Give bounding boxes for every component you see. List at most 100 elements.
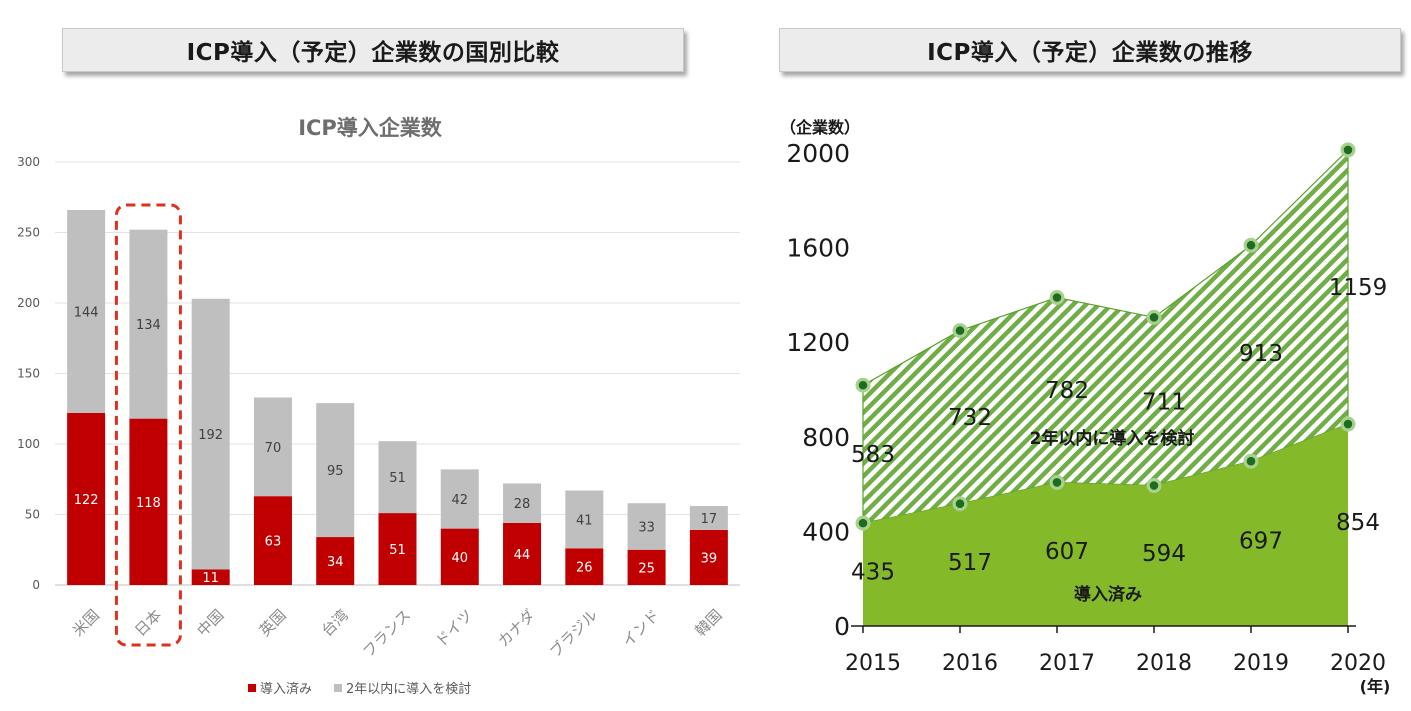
- right-chart-header: ICP導入（予定）企業数の推移: [779, 28, 1401, 72]
- y-tick-label: 1200: [786, 328, 850, 357]
- bar-value-label: 118: [136, 496, 161, 511]
- bar-value-label: 33: [638, 520, 655, 535]
- data-point-marker: [1052, 293, 1062, 302]
- y-tick-label: 150: [17, 367, 40, 381]
- legend-swatch: [334, 684, 343, 692]
- y-tick-label: 400: [802, 517, 850, 546]
- y-tick-label: 0: [834, 612, 850, 641]
- bar-segment: [689, 506, 728, 531]
- bar-segment: [191, 298, 230, 570]
- consider-value-label: 583: [851, 442, 895, 468]
- implemented-value-label: 854: [1336, 510, 1380, 536]
- consider-value-label: 711: [1142, 389, 1186, 415]
- bar-value-label: 40: [451, 551, 468, 566]
- x-tick-label: 2020: [1330, 651, 1386, 676]
- y-tick-label: 2000: [786, 139, 850, 168]
- y-tick-label: 100: [17, 437, 40, 451]
- bar-segment: [503, 483, 542, 523]
- data-point-marker: [1246, 456, 1256, 466]
- data-point-marker: [955, 499, 965, 509]
- data-point-marker: [858, 518, 868, 528]
- bar-value-label: 42: [451, 493, 468, 508]
- x-tick-label: 2019: [1233, 651, 1289, 676]
- bar-value-label: 63: [265, 535, 282, 550]
- area-label-implemented: 導入済み: [1074, 584, 1142, 605]
- bar-value-label: 26: [576, 561, 593, 576]
- bar-value-label: 51: [389, 471, 406, 486]
- bar-segment: [565, 490, 604, 549]
- implemented-value-label: 697: [1239, 529, 1283, 555]
- bar-segment: [129, 229, 168, 419]
- bar-segment: [565, 548, 604, 585]
- y-tick-label: 50: [25, 508, 40, 522]
- bar-value-label: 28: [514, 497, 531, 512]
- x-tick-label: 2018: [1136, 651, 1192, 676]
- bar-value-label: 25: [638, 561, 655, 576]
- x-tick-label: 2016: [942, 651, 998, 676]
- bar-segment: [440, 528, 479, 585]
- implemented-value-label: 517: [948, 550, 992, 576]
- bar-value-label: 41: [576, 513, 593, 528]
- y-axis-unit-label: （企業数）: [780, 118, 860, 137]
- bar-segment: [316, 403, 355, 538]
- bar-segment: [316, 537, 355, 585]
- data-point-marker: [858, 380, 868, 390]
- y-tick-label: 0: [32, 578, 40, 592]
- data-point-marker: [1149, 313, 1159, 322]
- x-axis-unit-label: (年): [1360, 677, 1391, 696]
- bar-value-label: 122: [74, 493, 99, 508]
- y-tick-label: 1600: [786, 234, 850, 263]
- data-point-marker: [1343, 145, 1353, 155]
- bar-chart-title: ICP導入企業数: [298, 116, 443, 140]
- y-tick-label: 800: [802, 423, 850, 452]
- x-tick-label: 2015: [845, 651, 901, 676]
- bar-value-label: 44: [514, 548, 531, 563]
- y-tick-label: 200: [17, 296, 40, 310]
- y-tick-label: 250: [17, 226, 40, 240]
- implemented-value-label: 594: [1142, 541, 1186, 567]
- data-point-marker: [1149, 481, 1159, 490]
- bar-value-label: 134: [136, 318, 161, 333]
- legend-label: 導入済み: [260, 681, 312, 697]
- left-chart-header: ICP導入（予定）企業数の国別比較: [62, 28, 684, 72]
- y-tick-label: 300: [17, 155, 40, 169]
- legend-label: 2年以内に導入を検討: [346, 681, 471, 697]
- bar-value-label: 39: [701, 552, 718, 567]
- consider-value-label: 782: [1045, 378, 1089, 404]
- bar-value-label: 192: [198, 428, 223, 443]
- consider-value-label: 732: [948, 405, 992, 431]
- bar-segment: [440, 469, 479, 529]
- bar-segment: [67, 209, 106, 413]
- bar-segment: [253, 397, 292, 497]
- bar-value-label: 11: [202, 571, 219, 586]
- bar-segment: [253, 496, 292, 585]
- data-point-marker: [1052, 478, 1062, 487]
- legend-swatch: [248, 684, 256, 692]
- bar-value-label: 70: [265, 441, 282, 456]
- x-tick-label: 2017: [1039, 651, 1095, 676]
- bar-segment: [129, 418, 168, 585]
- area-implemented: [863, 424, 1348, 626]
- bar-segment: [503, 522, 542, 585]
- highlight-dashed-box: [114, 203, 182, 647]
- data-point-marker: [1343, 419, 1353, 429]
- consider-value-label: 1159: [1329, 275, 1388, 301]
- bar-value-label: 144: [74, 305, 99, 320]
- bar-value-label: 95: [327, 464, 344, 479]
- bar-value-label: 51: [389, 543, 406, 558]
- implemented-value-label: 607: [1045, 539, 1089, 565]
- bar-segment: [378, 513, 417, 585]
- bar-value-label: 17: [701, 512, 718, 527]
- bar-segment: [67, 412, 106, 585]
- data-point-marker: [1246, 240, 1256, 250]
- bar-segment: [627, 549, 666, 585]
- bar-segment: [191, 569, 230, 585]
- area-label-consider: 2年以内に導入を検討: [1030, 428, 1195, 449]
- bar-segment: [627, 503, 666, 550]
- bar-segment: [689, 530, 728, 585]
- implemented-value-label: 435: [851, 560, 895, 586]
- consider-value-label: 913: [1239, 341, 1283, 367]
- bar-segment: [378, 441, 417, 514]
